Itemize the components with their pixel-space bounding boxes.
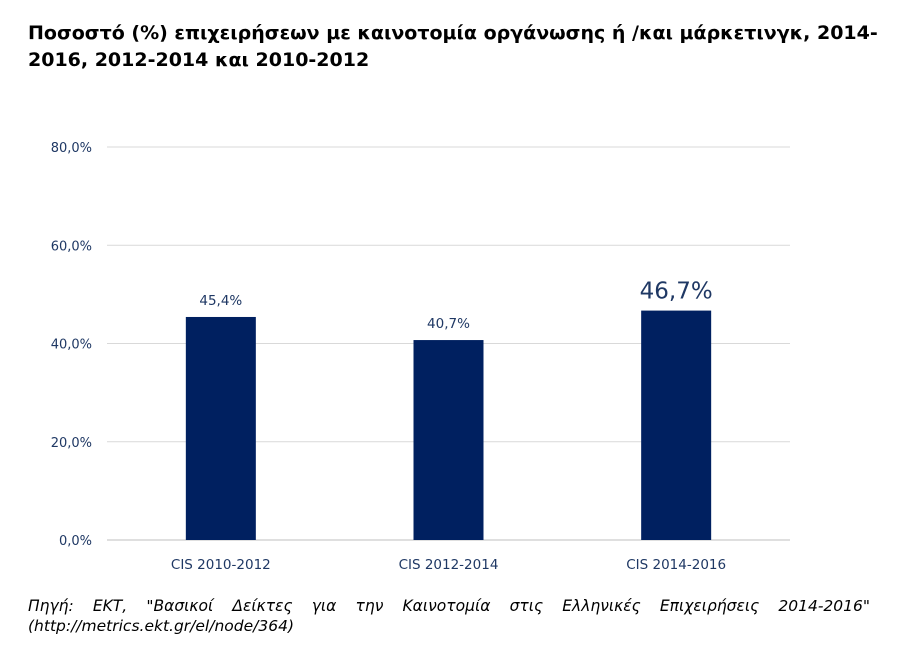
y-tick-label: 80,0% [51,141,92,156]
y-tick-label: 0,0% [59,534,92,549]
bar [185,316,256,540]
source-text: Πηγή: ΕΚΤ, "Βασικοί Δείκτες για την Καιν… [28,597,870,615]
y-tick-label: 60,0% [51,239,92,254]
source-note: Πηγή: ΕΚΤ, "Βασικοί Δείκτες για την Καιν… [28,596,870,636]
x-tick-label: CIS 2012-2014 [399,557,499,573]
data-label: 46,7% [640,279,713,305]
bar [413,340,484,540]
source-url: (http://metrics.ekt.gr/el/node/364) [28,617,294,635]
chart-title: Ποσοστό (%) επιχειρήσεων με καινοτομία ο… [28,22,878,71]
y-tick-label: 40,0% [51,338,92,353]
x-tick-label: CIS 2014-2016 [626,557,726,573]
x-tick-label: CIS 2010-2012 [171,557,271,573]
data-label: 40,7% [427,316,470,332]
data-label: 45,4% [199,293,242,309]
bar [641,310,712,540]
y-tick-label: 20,0% [51,436,92,451]
